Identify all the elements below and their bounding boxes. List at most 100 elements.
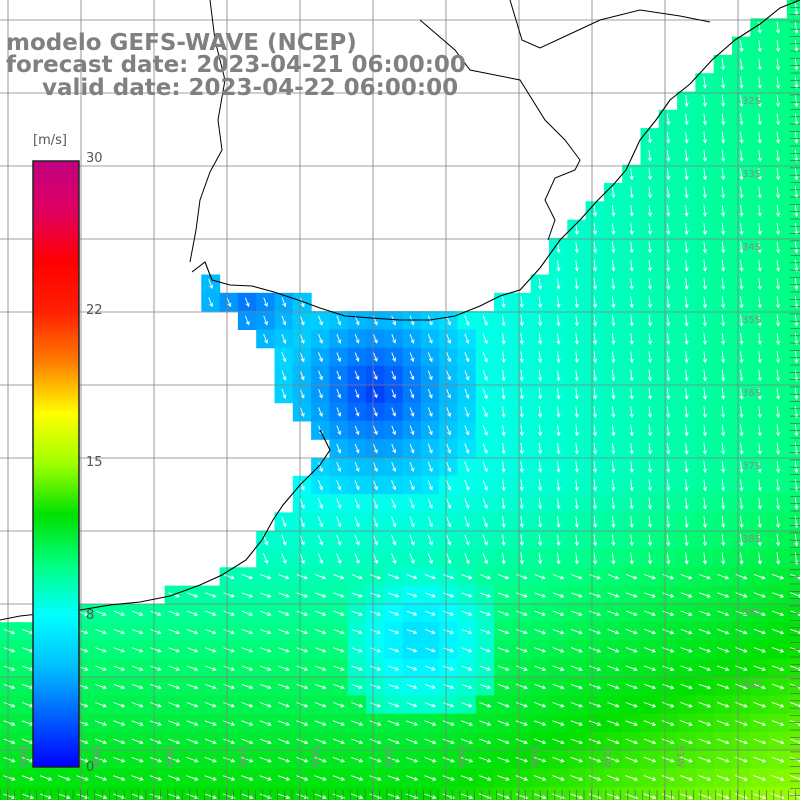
wind-arrow (721, 259, 726, 272)
wind-arrow (3, 720, 16, 726)
wind-arrow (757, 168, 762, 181)
wind-arrow (336, 425, 342, 436)
wind-arrow (538, 442, 543, 455)
wind-arrow (794, 479, 799, 492)
wind-arrow (336, 498, 342, 510)
wind-arrow (589, 574, 601, 580)
wind-arrow (427, 516, 433, 528)
wind-arrow (647, 150, 653, 162)
wind-arrow (735, 573, 748, 580)
wind-arrow (666, 442, 671, 455)
wind-arrow (702, 76, 707, 89)
wind-arrow (771, 775, 785, 781)
wind-arrow (168, 702, 181, 708)
wind-arrow (482, 315, 488, 327)
wind-arrow (226, 297, 232, 308)
wind-arrow (739, 387, 744, 400)
wind-arrow (776, 442, 781, 455)
wind-arrow (574, 241, 579, 254)
wind-arrow (464, 333, 470, 345)
wind-arrow (336, 480, 342, 491)
colorbar-tick-30: 30 (86, 151, 103, 166)
wind-arrow (409, 389, 415, 399)
wind-arrow (299, 333, 305, 344)
wind-arrow (519, 388, 524, 400)
wind-arrow (757, 479, 762, 492)
wind-arrow (424, 702, 436, 708)
wind-cell (786, 677, 800, 696)
wind-arrow (629, 259, 634, 272)
wind-arrow (482, 333, 488, 345)
latitude-labels: 32S 33S 34S 35S 36S 37S 38S 39S 40S (742, 96, 761, 691)
wind-arrow (388, 610, 400, 616)
wind-arrow (464, 479, 470, 491)
wind-arrow (461, 592, 473, 598)
wind-arrow (607, 665, 620, 671)
wind-cell (512, 786, 532, 800)
wind-arrow (131, 683, 144, 690)
wind-arrow (593, 351, 598, 364)
wind-arrow (794, 186, 799, 199)
wind-arrow (570, 665, 583, 671)
wind-arrow (607, 628, 620, 635)
wind-arrow (556, 461, 561, 473)
wind-arrow (607, 775, 620, 781)
wind-arrow (332, 775, 346, 781)
wind-arrow (716, 775, 730, 781)
wind-arrow (757, 113, 762, 126)
wind-arrow (721, 58, 726, 71)
wind-arrow (570, 592, 583, 598)
wind-arrow (647, 479, 653, 492)
wind-cell (786, 329, 800, 349)
wind-arrow (149, 793, 163, 800)
wind-arrow (373, 370, 378, 381)
wind-cell (164, 786, 184, 800)
wind-arrow (318, 388, 323, 399)
wind-cell (18, 786, 38, 800)
wind-arrow (186, 610, 199, 616)
wind-arrow (3, 665, 16, 671)
wind-arrow (406, 610, 418, 616)
wind-cell (786, 585, 800, 605)
wind-arrow (757, 351, 762, 364)
wind-arrow (223, 610, 235, 616)
wind-arrow (464, 516, 470, 528)
wind-arrow (776, 76, 781, 89)
wind-arrow (223, 665, 235, 671)
wind-arrow (391, 352, 396, 362)
wind-arrow (739, 332, 744, 346)
wind-arrow (94, 793, 108, 800)
wind-arrow (318, 407, 323, 417)
wind-arrow (281, 516, 287, 528)
wind-arrow (776, 277, 781, 291)
wind-arrow (757, 241, 762, 254)
wind-arrow (296, 610, 309, 616)
wind-arrow (501, 424, 506, 437)
wind-arrow (680, 574, 693, 580)
wind-arrow (589, 592, 601, 598)
wind-arrow (168, 738, 181, 745)
wind-arrow (39, 775, 53, 781)
wind-arrow (662, 592, 675, 598)
wind-arrow (698, 665, 712, 671)
wind-arrow (336, 370, 342, 381)
wind-arrow (409, 407, 415, 417)
wind-arrow (771, 683, 785, 690)
wind-arrow (570, 775, 584, 781)
wind-arrow (666, 131, 671, 144)
wind-arrow (446, 407, 452, 418)
wind-arrow (794, 387, 799, 401)
wind-arrow (721, 296, 726, 309)
wind-arrow (443, 665, 455, 671)
wind-arrow (721, 369, 726, 382)
wind-arrow (538, 296, 543, 309)
wind-arrow (387, 775, 400, 781)
wind-arrow (479, 629, 491, 635)
wind-arrow (643, 738, 657, 745)
wind-cell (786, 183, 800, 202)
wind-arrow (372, 443, 378, 454)
wind-arrow (698, 610, 711, 617)
wind-arrow (222, 756, 236, 763)
wind-arrow (739, 369, 744, 382)
lon-label: 55W (382, 745, 393, 768)
